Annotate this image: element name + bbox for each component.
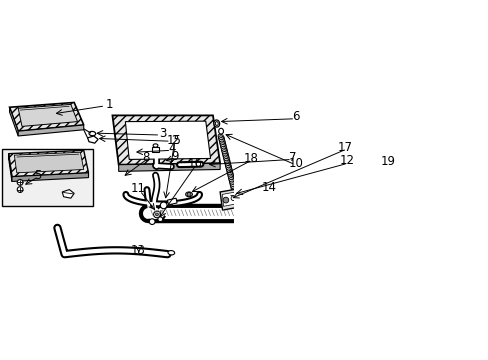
Text: 2: 2 [171, 134, 178, 147]
Polygon shape [14, 152, 83, 173]
Text: 5: 5 [34, 169, 41, 182]
Ellipse shape [227, 172, 233, 178]
Circle shape [231, 194, 234, 197]
Circle shape [223, 197, 228, 203]
Ellipse shape [229, 181, 235, 187]
Ellipse shape [222, 152, 228, 157]
Ellipse shape [231, 188, 237, 194]
Text: 16: 16 [187, 157, 203, 170]
Circle shape [160, 202, 167, 209]
Circle shape [17, 187, 23, 193]
Text: 13: 13 [130, 244, 145, 257]
Polygon shape [87, 136, 98, 143]
Polygon shape [9, 154, 12, 181]
Ellipse shape [227, 171, 233, 176]
Polygon shape [152, 147, 159, 152]
Ellipse shape [231, 186, 237, 192]
Ellipse shape [220, 141, 225, 147]
Text: 9: 9 [171, 149, 178, 163]
Circle shape [229, 192, 236, 199]
Ellipse shape [218, 128, 223, 134]
Text: 18: 18 [244, 152, 258, 165]
Circle shape [249, 203, 255, 209]
Text: 19: 19 [380, 155, 395, 168]
Ellipse shape [226, 169, 232, 175]
Ellipse shape [224, 162, 230, 168]
Ellipse shape [220, 143, 226, 148]
Ellipse shape [220, 145, 226, 150]
Ellipse shape [221, 148, 227, 154]
Ellipse shape [227, 174, 234, 180]
Circle shape [158, 217, 163, 222]
Text: 3: 3 [159, 127, 166, 140]
Polygon shape [10, 107, 18, 136]
Ellipse shape [218, 136, 224, 141]
Ellipse shape [222, 150, 227, 156]
Polygon shape [222, 192, 240, 206]
Polygon shape [62, 190, 74, 198]
Ellipse shape [223, 153, 228, 159]
Ellipse shape [213, 120, 219, 127]
Ellipse shape [168, 251, 174, 255]
Polygon shape [18, 125, 83, 136]
Polygon shape [112, 116, 220, 165]
Circle shape [231, 196, 235, 201]
Circle shape [149, 219, 155, 225]
Ellipse shape [224, 157, 229, 162]
Polygon shape [119, 163, 220, 171]
Ellipse shape [231, 190, 238, 195]
Ellipse shape [224, 158, 230, 164]
Ellipse shape [185, 192, 192, 197]
Circle shape [153, 211, 160, 218]
Bar [2, 149, 93, 206]
Ellipse shape [218, 134, 224, 140]
Text: 1: 1 [105, 98, 113, 111]
Ellipse shape [230, 183, 236, 189]
Circle shape [155, 213, 158, 216]
Text: 6: 6 [291, 110, 299, 123]
Polygon shape [18, 104, 78, 126]
Circle shape [187, 193, 190, 196]
Ellipse shape [230, 185, 236, 190]
Circle shape [252, 214, 259, 221]
Polygon shape [125, 121, 210, 159]
Ellipse shape [225, 166, 231, 171]
Polygon shape [12, 173, 88, 181]
Ellipse shape [224, 160, 230, 166]
Text: 12: 12 [339, 154, 354, 167]
Circle shape [17, 180, 23, 185]
Ellipse shape [215, 122, 218, 125]
Ellipse shape [226, 167, 232, 173]
Text: 10: 10 [288, 157, 303, 170]
Text: 4: 4 [168, 143, 176, 156]
Ellipse shape [89, 131, 96, 136]
Ellipse shape [229, 179, 235, 185]
Ellipse shape [225, 164, 231, 169]
Text: 14: 14 [262, 181, 276, 194]
Ellipse shape [153, 144, 158, 147]
Polygon shape [9, 150, 88, 177]
Ellipse shape [219, 138, 224, 143]
Text: 7: 7 [288, 151, 296, 164]
Polygon shape [167, 198, 177, 205]
Ellipse shape [223, 155, 229, 161]
Ellipse shape [219, 139, 225, 145]
Ellipse shape [228, 177, 234, 183]
Text: 11: 11 [130, 182, 145, 195]
Text: 17: 17 [337, 141, 352, 154]
Ellipse shape [228, 176, 234, 181]
Text: 8: 8 [142, 150, 149, 163]
Polygon shape [10, 103, 83, 131]
Polygon shape [220, 189, 243, 210]
Text: 15: 15 [166, 134, 181, 147]
Ellipse shape [221, 146, 226, 152]
